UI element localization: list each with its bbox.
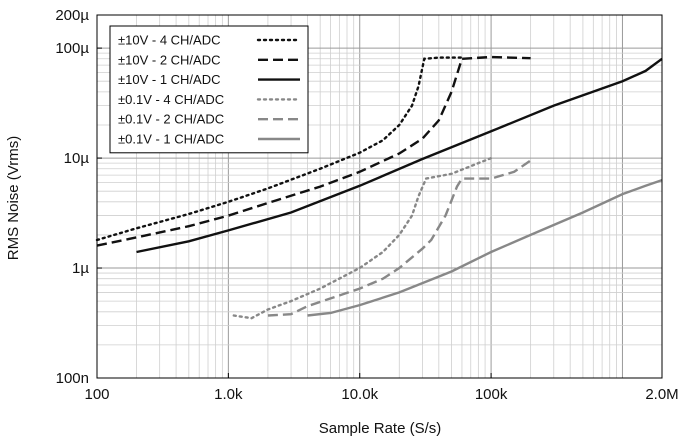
y-tick-label: 100µ	[55, 40, 89, 57]
legend-label: ±0.1V - 1 CH/ADC	[118, 132, 224, 147]
legend: ±10V - 4 CH/ADC ±10V - 2 CH/ADC ±10V - 1 C…	[109, 25, 309, 154]
x-tick-label: 1.0k	[214, 386, 243, 403]
legend-label: ±10V - 1 CH/ADC	[118, 72, 221, 87]
legend-label: ±10V - 4 CH/ADC	[118, 33, 221, 48]
x-axis-title: Sample Rate (S/s)	[319, 420, 442, 437]
series-line-5	[267, 159, 532, 317]
legend-label: ±10V - 2 CH/ADC	[118, 52, 221, 67]
legend-label: ±0.1V - 2 CH/ADC	[118, 112, 224, 127]
y-tick-label: 200µ	[55, 7, 89, 24]
plot-area-frame	[96, 14, 663, 379]
x-tick-label: 100k	[475, 386, 508, 403]
series-line-3	[136, 57, 663, 254]
legend-box	[109, 25, 309, 154]
x-tick-label: 2.0M	[645, 386, 678, 403]
legend-label: ±0.1V - 4 CH/ADC	[118, 92, 224, 107]
y-axis-ticks: 100n 1µ 10µ 100µ 200µ	[55, 7, 102, 387]
series-line-1	[95, 56, 464, 242]
x-axis-ticks: 100 1.0k 10.0k 100k 2.0M	[84, 373, 679, 403]
series-lines	[95, 55, 663, 320]
y-tick-label: 10µ	[64, 150, 90, 167]
series-line-6	[307, 178, 663, 317]
series-line-2	[96, 55, 531, 247]
y-tick-label: 100n	[56, 370, 89, 387]
y-tick-label: 1µ	[72, 260, 89, 277]
x-tick-label: 100	[84, 386, 109, 403]
x-tick-label: 10.0k	[341, 386, 378, 403]
y-axis-title: RMS Noise (Vrms)	[5, 136, 22, 260]
